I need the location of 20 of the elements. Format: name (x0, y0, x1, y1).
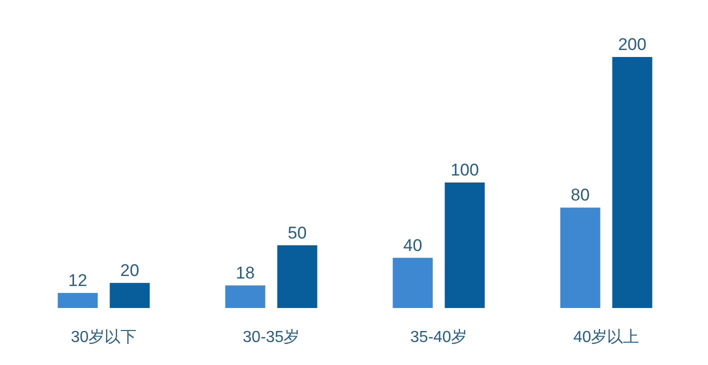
x-tick-label: 30岁以下 (70, 328, 137, 346)
bar (277, 245, 318, 308)
bar (612, 57, 652, 308)
data-label: 18 (236, 263, 255, 282)
x-tick-label: 30-35岁 (242, 328, 300, 346)
data-label: 200 (618, 35, 646, 54)
bar (560, 208, 600, 308)
bar (225, 285, 266, 308)
data-label: 80 (570, 186, 590, 205)
data-label: 50 (288, 223, 307, 242)
bar (444, 182, 485, 308)
data-label: 100 (450, 160, 479, 180)
bar (110, 282, 150, 308)
x-tick-label: 40岁以上 (573, 328, 640, 346)
bar (392, 258, 433, 308)
x-tick-label: 35-40岁 (410, 328, 468, 346)
bar (58, 292, 98, 308)
data-label: 12 (68, 270, 88, 290)
data-label: 40 (403, 236, 422, 255)
data-label: 20 (120, 260, 140, 280)
